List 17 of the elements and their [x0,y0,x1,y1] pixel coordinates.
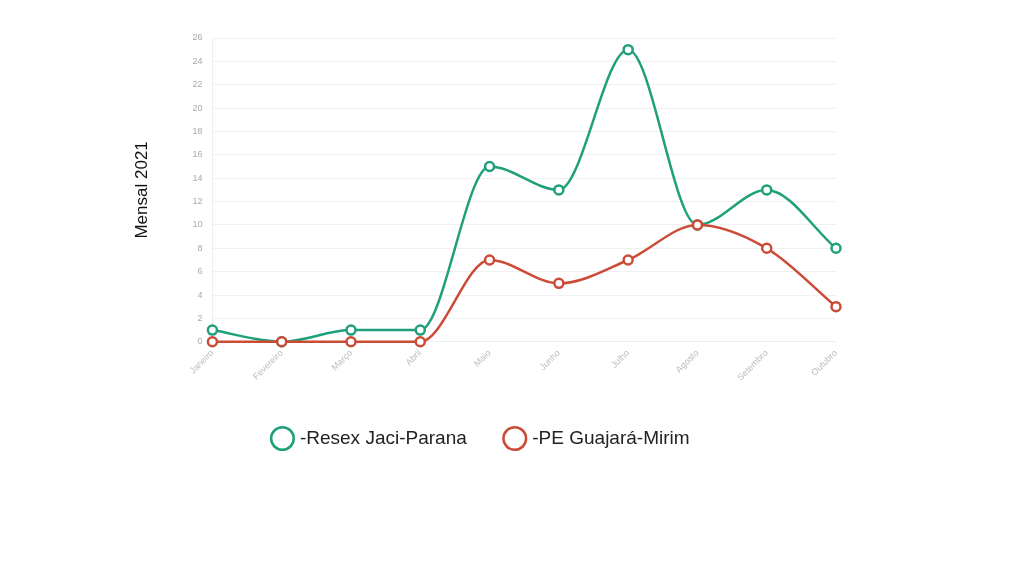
y-tick-label: 8 [197,242,203,253]
y-tick-label: 0 [197,336,203,347]
y-tick-label: 10 [192,219,203,230]
y-tick-label: 4 [197,289,203,300]
y-tick-label: 16 [192,149,203,160]
y-axis-title: Mensal 2021 [131,141,151,239]
y-tick-label: 22 [192,79,203,90]
legend-label: -Resex Jaci-Parana [299,426,468,448]
y-tick-label: 14 [192,172,203,183]
y-tick-label: 24 [192,55,203,66]
legend-label: -PE Guajará-Mirim [532,426,690,448]
y-tick-label: 18 [192,125,203,136]
y-tick-label: 20 [192,102,203,113]
y-tick-label: 12 [192,196,203,207]
y-tick-label: 26 [192,32,203,43]
y-tick-label: 2 [197,312,203,323]
y-tick-label: 6 [197,266,203,277]
